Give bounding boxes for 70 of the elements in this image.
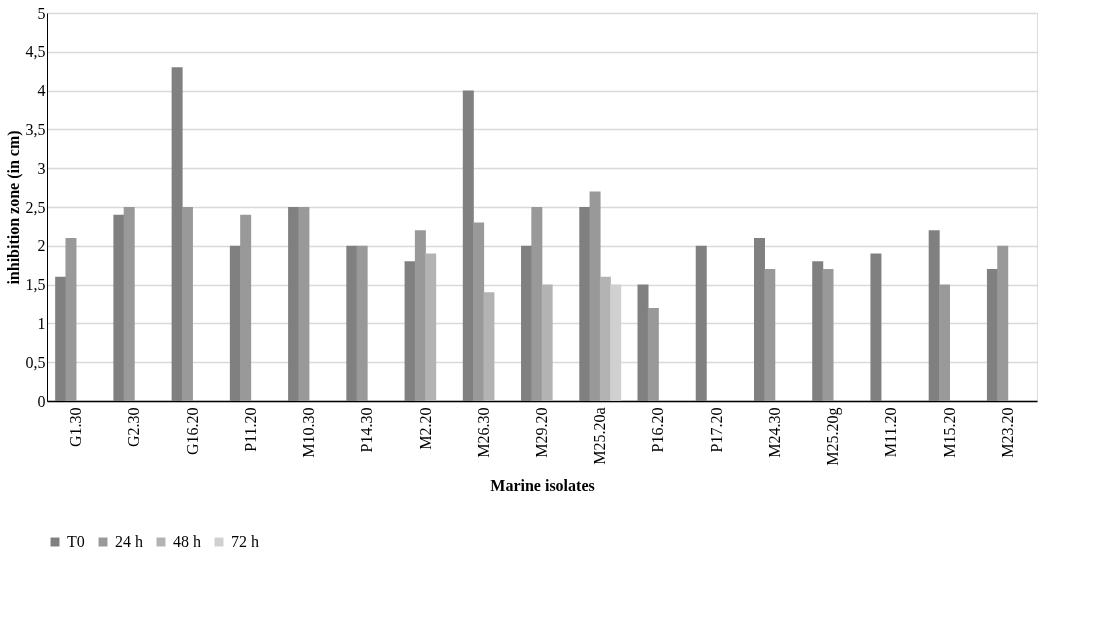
y-tick-label: 1,5 [25,276,46,294]
bar [425,253,437,401]
bar [473,222,485,401]
x-tick-label: M29.20 [533,407,550,458]
bar [483,292,495,401]
bar [812,261,824,401]
x-tick-label: M15.20 [940,407,958,458]
bar [997,245,1009,401]
legend-label: 24 h [115,533,143,550]
y-tick-label: 3,5 [25,120,46,138]
bar [870,253,882,401]
bar [764,269,776,401]
x-tick-label: P16.20 [649,407,667,453]
x-tick-label: M25.20a [591,407,609,465]
x-tick-label: M25.20g [824,407,843,466]
bar [240,214,252,401]
y-tick-label: 5 [37,4,46,22]
bar [647,307,659,401]
bar [171,67,183,401]
x-tick-label: M24.30 [765,407,783,458]
y-tick-label: 2 [37,237,46,255]
bar [346,245,358,401]
y-tick-label: 0,5 [25,353,46,371]
bar [986,269,998,401]
bar [65,238,77,401]
bar [356,245,368,401]
x-tick-label: M10.30 [300,407,318,458]
bar [113,214,125,401]
bar [695,245,707,401]
legend-label: 48 h [173,533,201,550]
y-tick-label: 1 [37,314,46,332]
x-tick-label: M26.30 [474,407,492,458]
bar [414,230,426,401]
legend-label: T0 [67,533,85,550]
x-tick-label: G16.20 [183,407,201,456]
bar [123,207,135,401]
bar [928,230,940,401]
x-tick-label: P17.20 [707,407,725,453]
x-axis-title: Marine isolates [490,476,595,494]
x-tick-label: M11.20 [882,407,900,458]
bar [531,207,543,401]
y-tick-label: 0 [37,392,46,410]
x-tick-label: P11.20 [241,407,259,452]
bar [599,276,611,401]
y-tick-label: 4,5 [25,43,46,61]
y-tick-label: 2,5 [25,198,46,216]
bar [181,207,193,401]
bar [298,207,310,401]
bar [579,207,591,401]
y-tick-label: 3 [37,159,46,177]
bar [288,207,300,401]
bar [541,284,553,401]
x-tick-label: M2.20 [416,407,434,450]
bar [55,276,67,401]
x-tick-label: G2.30 [125,407,143,448]
x-tick-label: M23.20 [998,407,1016,458]
bar [822,269,834,401]
bar [521,245,533,401]
bar [589,191,601,401]
bar [462,90,474,401]
x-tick-label: P14.30 [358,407,376,453]
y-tick-label: 4 [37,82,46,100]
y-axis-title: inhibition zone (in cm) [4,130,23,285]
bar [938,284,950,401]
legend-label: 72 h [231,533,259,550]
bar [637,284,649,401]
bar [404,261,416,401]
x-tick-label: G1.30 [67,407,85,448]
bar [753,238,765,401]
bar [229,245,241,401]
